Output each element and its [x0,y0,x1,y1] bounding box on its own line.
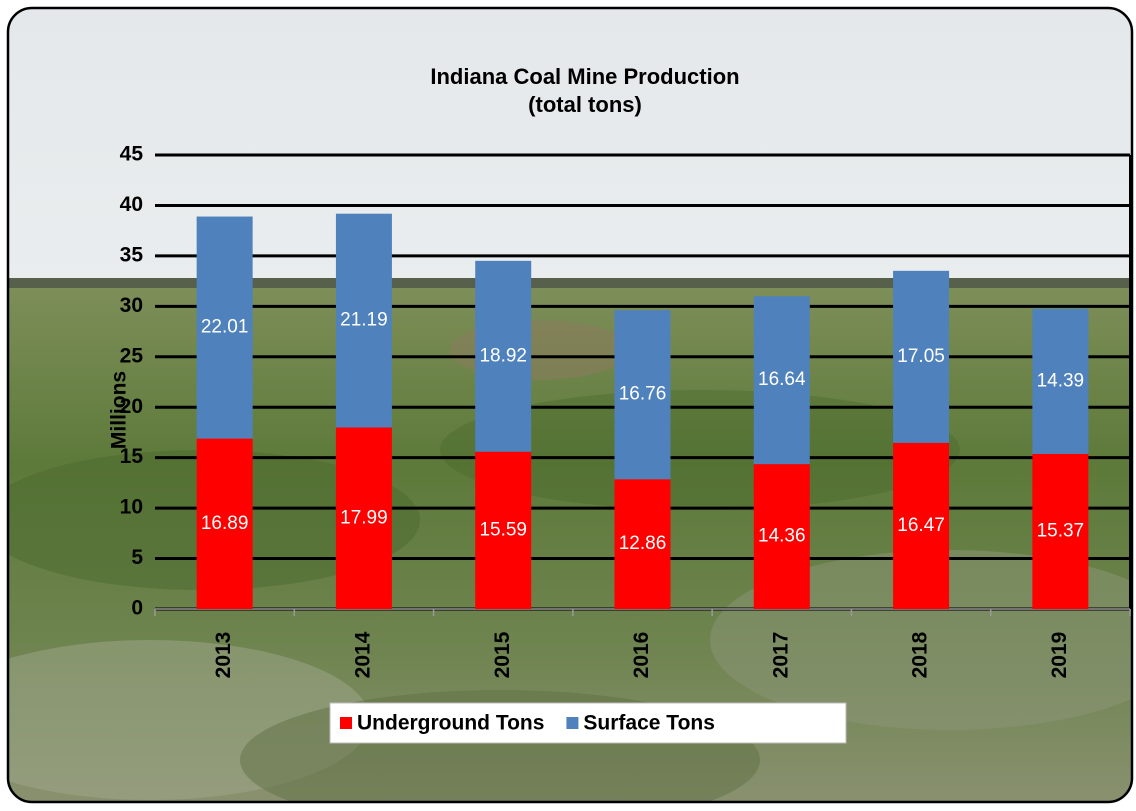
y-tick-label: 40 [120,193,143,216]
bar-segment [614,479,671,609]
x-tick-label: 2019 [1048,632,1071,679]
bar-segment [475,260,532,452]
y-tick-label: 25 [120,344,144,367]
y-tick-label: 30 [120,294,143,317]
bar-segment [753,296,810,465]
data-label: 14.36 [758,526,806,547]
data-label: 14.39 [1037,370,1085,391]
data-label: 17.99 [340,507,388,528]
data-label: 16.64 [758,369,806,390]
x-tick-label: 2015 [491,631,514,678]
y-tick-label: 20 [120,395,143,418]
data-label: 15.37 [1037,520,1085,541]
data-label: 21.19 [340,310,388,331]
data-label: 15.59 [479,519,527,540]
y-tick-label: 15 [120,445,144,468]
legend-label: Underground Tons [357,712,544,735]
data-label: 16.76 [619,384,667,405]
x-tick-label: 2017 [769,632,792,679]
bar-segment [753,464,810,609]
bar-segment [475,451,532,609]
chart-title: Indiana Coal Mine Production [430,64,739,89]
bar-segment [893,442,950,609]
legend-box [329,702,847,744]
bar-segment [614,310,671,480]
bar-segment [196,216,253,439]
x-tick-label: 2016 [630,632,653,679]
bar-segment [893,270,950,443]
data-label: 16.47 [897,515,945,536]
data-label: 17.05 [897,346,945,367]
legend-swatch [340,717,352,729]
chart-subtitle: (total tons) [528,92,642,117]
data-label: 22.01 [201,317,249,338]
y-tick-label: 0 [131,597,143,620]
y-tick-label: 5 [131,546,143,569]
x-tick-label: 2014 [351,631,374,678]
y-tick-label: 45 [120,143,144,166]
y-axis-label: Millions [108,371,131,449]
data-label: 12.86 [619,533,667,554]
x-tick-label: 2018 [909,631,932,678]
bar-segment [335,427,392,609]
data-label: 16.89 [201,513,249,534]
bar-segment [335,213,392,428]
bar-segment [1032,453,1089,609]
bar-segment [1032,308,1089,454]
y-tick-label: 10 [120,496,143,519]
legend-label: Surface Tons [583,712,714,735]
bar-segment [196,438,253,609]
legend-swatch [566,717,579,729]
x-tick-label: 2013 [212,632,235,679]
data-label: 18.92 [479,345,527,366]
y-tick-label: 35 [120,243,144,266]
frame-border [6,6,1134,804]
